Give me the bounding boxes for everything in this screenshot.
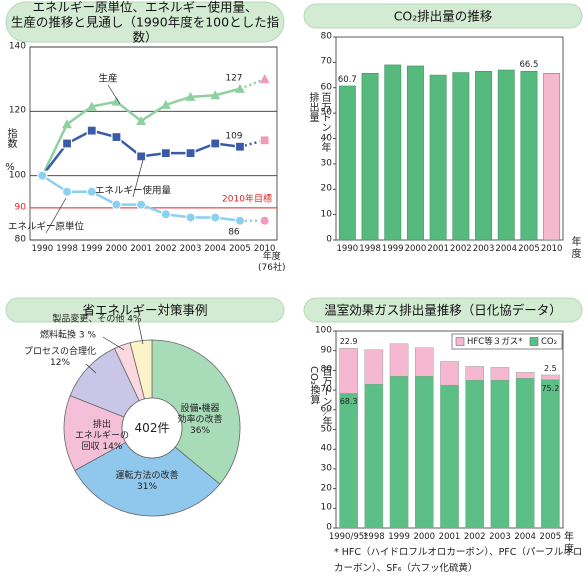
point xyxy=(136,151,147,162)
bar xyxy=(429,74,447,241)
legend-box xyxy=(451,333,563,350)
point xyxy=(111,131,122,143)
bar-segment xyxy=(339,348,358,394)
point xyxy=(86,125,97,136)
bar xyxy=(475,71,492,241)
point xyxy=(61,138,73,149)
point xyxy=(210,212,221,223)
point xyxy=(234,83,245,93)
bar-segment xyxy=(440,384,459,529)
leader-line xyxy=(102,336,125,351)
bar xyxy=(361,73,379,241)
bar-segment xyxy=(364,383,384,529)
point xyxy=(62,186,73,197)
bar-segment xyxy=(465,366,485,381)
title-banner xyxy=(303,3,583,29)
bar xyxy=(520,71,538,241)
bar-segment xyxy=(465,380,485,529)
bar-segment xyxy=(364,349,384,385)
bar xyxy=(543,73,561,241)
point xyxy=(111,96,122,106)
series-line xyxy=(190,94,216,99)
bar-segment xyxy=(389,343,409,377)
point xyxy=(62,119,73,129)
point xyxy=(259,74,270,84)
leader-line xyxy=(85,363,97,374)
bar-segment xyxy=(515,372,535,379)
point xyxy=(210,90,221,100)
bar-segment xyxy=(490,380,510,529)
point xyxy=(259,135,270,146)
title-banner xyxy=(303,297,583,323)
point xyxy=(136,199,147,210)
series-line xyxy=(214,87,241,97)
bar-segment xyxy=(389,376,409,529)
series-line xyxy=(91,100,117,108)
bar-segment xyxy=(440,361,459,386)
bar-segment xyxy=(414,347,434,377)
bar xyxy=(384,64,402,241)
leader-line xyxy=(137,320,144,345)
bar xyxy=(497,69,515,241)
bar-segment xyxy=(515,378,535,529)
point xyxy=(86,186,97,197)
point xyxy=(185,148,196,159)
point xyxy=(86,101,97,111)
legend-swatch xyxy=(529,337,539,346)
point xyxy=(185,91,196,101)
point xyxy=(185,212,196,223)
bar xyxy=(452,72,470,241)
bar-segment xyxy=(414,376,434,529)
title-banner xyxy=(5,297,285,323)
bar xyxy=(407,65,424,241)
series-line xyxy=(41,123,69,177)
title-banner xyxy=(5,1,285,43)
bar-segment xyxy=(541,374,560,381)
legend-swatch xyxy=(455,337,465,346)
point xyxy=(136,115,147,125)
bar-segment xyxy=(490,367,510,381)
point xyxy=(210,138,221,149)
series-line xyxy=(41,142,69,177)
point xyxy=(234,141,246,152)
pie-hole xyxy=(121,397,183,459)
point xyxy=(234,215,245,226)
point xyxy=(37,170,48,181)
point xyxy=(160,209,171,220)
point xyxy=(111,199,122,210)
bar-segment xyxy=(339,393,358,529)
point xyxy=(160,148,171,159)
leader-line xyxy=(45,197,67,234)
bar-segment xyxy=(541,379,560,529)
leader-line xyxy=(107,84,121,105)
bar xyxy=(338,85,356,241)
leader-line xyxy=(132,159,144,198)
point xyxy=(160,99,171,109)
series-line xyxy=(165,95,191,107)
point xyxy=(259,215,270,226)
